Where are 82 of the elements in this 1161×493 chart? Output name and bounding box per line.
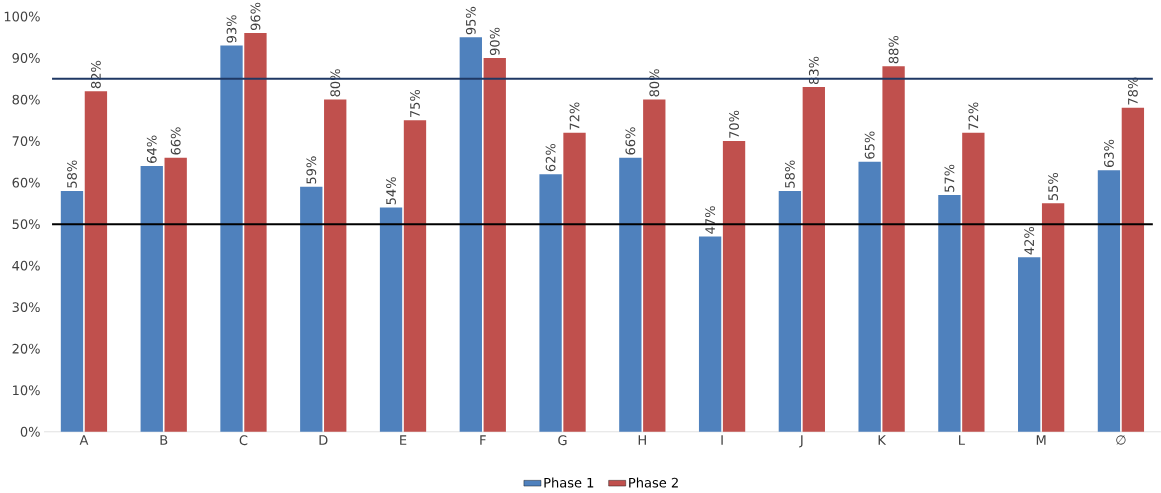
data-label: 75% — [410, 89, 420, 118]
x-tick-label: E — [400, 435, 407, 445]
bar — [698, 236, 722, 432]
y-tick-label: 40% — [12, 260, 40, 271]
data-label: 93% — [226, 15, 237, 43]
bar — [379, 207, 403, 432]
x-tick-label: G — [558, 435, 567, 446]
x-tick-label: I — [721, 435, 723, 445]
bar — [643, 99, 666, 432]
data-label: 58% — [784, 160, 795, 188]
bar — [1018, 257, 1041, 432]
data-label: 78% — [1127, 77, 1138, 105]
data-label: 80% — [649, 69, 660, 97]
y-tick-label: 60% — [12, 177, 40, 188]
data-label: 57% — [944, 164, 955, 192]
data-label: 47% — [705, 206, 716, 234]
bar — [403, 120, 427, 432]
data-label: 66% — [170, 127, 181, 155]
bar — [84, 91, 108, 432]
y-tick-label: 0% — [20, 426, 40, 437]
bar — [483, 58, 506, 432]
x-tick-label: B — [160, 435, 168, 445]
bar — [244, 33, 267, 432]
data-label: 82% — [91, 60, 101, 89]
bar — [962, 132, 985, 432]
data-label: 66% — [625, 127, 636, 155]
bar — [1041, 203, 1065, 432]
legend-label: Phase 2 — [629, 477, 678, 488]
bar — [300, 186, 323, 432]
y-tick-label: 20% — [12, 343, 40, 354]
data-label: 72% — [569, 102, 580, 130]
bar — [722, 141, 746, 432]
bar — [60, 190, 84, 432]
data-label: 90% — [489, 27, 500, 56]
data-label: 62% — [545, 143, 556, 172]
x-tick-label: L — [959, 435, 965, 445]
data-label: 95% — [465, 6, 476, 35]
bar — [220, 45, 243, 432]
data-label: 80% — [330, 69, 341, 97]
bar — [1097, 170, 1121, 432]
y-tick-label: 50% — [12, 219, 40, 230]
bar — [938, 195, 961, 432]
data-label: 54% — [386, 177, 396, 205]
x-tick-label: K — [878, 435, 887, 445]
y-tick-label: 80% — [12, 94, 40, 105]
x-tick-label: M — [1036, 435, 1046, 445]
y-tick-label: 100% — [4, 11, 40, 22]
x-tick-label: C — [239, 435, 248, 446]
bar — [619, 157, 642, 432]
y-tick-label: 70% — [12, 136, 40, 147]
bar — [164, 157, 187, 432]
data-label: 65% — [864, 131, 875, 159]
data-label: 88% — [888, 35, 899, 64]
bar — [459, 37, 482, 432]
bar — [778, 190, 802, 432]
data-label: 70% — [729, 110, 739, 138]
x-tick-label: ∅ — [1116, 435, 1126, 445]
x-tick-label: F — [480, 435, 486, 445]
x-tick-label: J — [799, 435, 803, 448]
legend-label: Phase 1 — [544, 477, 594, 488]
bar — [802, 87, 825, 432]
bar — [858, 161, 881, 432]
data-label: 55% — [1048, 173, 1059, 201]
x-tick-label: A — [79, 435, 89, 445]
data-label: 63% — [1104, 139, 1114, 168]
x-tick-label: D — [319, 435, 328, 445]
data-label: 59% — [306, 156, 317, 184]
bar — [1121, 107, 1145, 432]
y-tick-label: 10% — [13, 385, 40, 396]
data-label: 42% — [1024, 227, 1035, 255]
data-label: 64% — [146, 135, 157, 163]
bar — [539, 174, 562, 432]
bar — [882, 66, 905, 432]
y-tick-label: 30% — [12, 302, 40, 313]
bar — [324, 99, 347, 432]
x-tick-label: H — [638, 435, 646, 445]
y-tick-label: 90% — [12, 53, 40, 63]
data-label: 72% — [968, 102, 979, 130]
data-label: 96% — [250, 2, 261, 31]
bar — [140, 166, 163, 432]
bar — [563, 132, 586, 432]
data-label: 58% — [67, 160, 77, 188]
